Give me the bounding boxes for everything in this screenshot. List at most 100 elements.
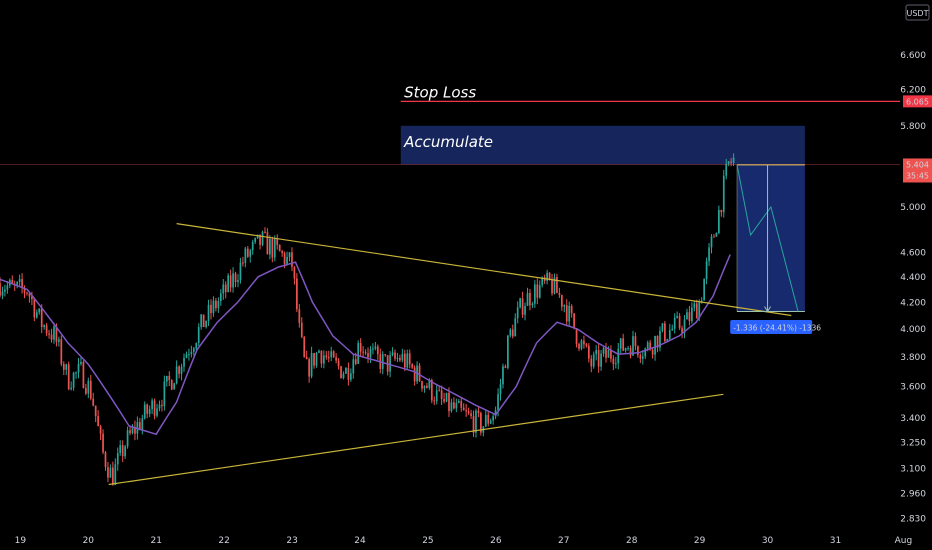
time-tick-label: 22 [218,536,229,546]
candle-body [75,372,77,374]
candle-body [477,410,480,414]
price-tick-label: 3.600 [900,383,926,393]
candle-body [62,363,65,370]
candle-body [327,357,330,359]
candle-body [673,317,676,329]
candle-body [217,301,220,309]
candle-body [418,365,421,382]
candle-body [195,342,198,349]
candle-body [320,350,323,364]
candle-body [391,352,394,356]
candle-body [259,234,261,245]
candle-body [242,262,244,264]
candle-body [296,278,298,310]
candle-body [305,357,308,360]
candle-body [661,323,664,331]
candle-body [342,373,345,379]
candle-body [622,338,625,351]
candle-body [107,467,109,478]
candle-body [656,335,659,348]
candle-body [453,402,455,409]
candle-body [374,346,377,349]
candle-body [722,175,725,213]
time-axis[interactable] [0,528,932,550]
candle-body [131,427,134,434]
candle-body [112,467,114,485]
currency-label: USDT [907,9,929,18]
candle-body [558,293,561,296]
candle-body [634,336,637,347]
candle-body [433,400,436,402]
candle-body [364,352,367,354]
current-price: 5.404 [906,160,929,169]
candle-body [332,351,335,358]
candle-body [480,413,482,433]
candle-body [31,296,33,300]
candle-body [183,357,185,367]
candle-body [639,355,642,359]
candle-body [197,327,200,343]
candle-body [315,352,318,366]
candle-body [460,401,463,408]
candle-body [406,353,409,368]
candle-body [234,273,237,282]
candle-body [727,161,730,164]
candle-body [715,232,718,237]
candle-body [67,364,70,390]
candle-body [65,364,68,370]
time-tick-label: 20 [83,536,95,546]
candle-body [403,353,406,368]
candle-body [163,381,166,407]
candle-body [158,404,161,409]
candle-body [367,353,369,358]
time-tick-label: 26 [490,536,502,546]
candle-body [359,343,362,352]
candle-body [352,359,355,374]
candle-body [710,236,713,248]
candle-body [641,356,644,359]
price-tick-label: 6.600 [900,51,926,61]
candles-layer [0,153,735,486]
candle-body [261,231,264,245]
candle-body [33,299,36,318]
candle-body [413,367,416,382]
candle-body [266,232,269,255]
accumulate-annotation: Accumulate [403,133,493,151]
candle-body [227,275,230,292]
candle-body [345,367,347,374]
candle-body [700,300,703,303]
candle-body [698,302,701,319]
candle-body [396,357,399,359]
candle-body [590,358,593,367]
candle-body [541,277,544,286]
candle-body [256,234,259,239]
candle-body [511,329,514,337]
candle-body [595,349,598,355]
candle-body [362,351,364,353]
measure-arrowhead [764,306,771,313]
candle-body [502,366,504,385]
candle-body [494,410,497,417]
candle-body [283,253,286,265]
candle-body [28,293,31,297]
accumulate-zone [400,125,805,165]
currency-badge[interactable]: USDT [905,4,930,21]
candle-body [251,242,254,251]
support-trendline [108,393,724,486]
price-axis-ticks: 6.600 6.200 5.800 5.000 4.600 4.400 4.200 4.000… [900,51,926,524]
candle-body [161,404,163,407]
candle-body [99,426,102,434]
lines-layer [0,100,900,486]
candle-body [651,349,654,355]
candle-body [497,394,499,411]
candle-body [207,304,210,321]
candle-body [239,262,242,281]
candle-body [48,333,50,335]
candle-body [85,387,87,394]
candle-body [148,409,151,414]
price-axis[interactable] [900,0,932,550]
candle-body [335,357,337,361]
candle-body [121,445,124,457]
candle-body [222,284,225,294]
